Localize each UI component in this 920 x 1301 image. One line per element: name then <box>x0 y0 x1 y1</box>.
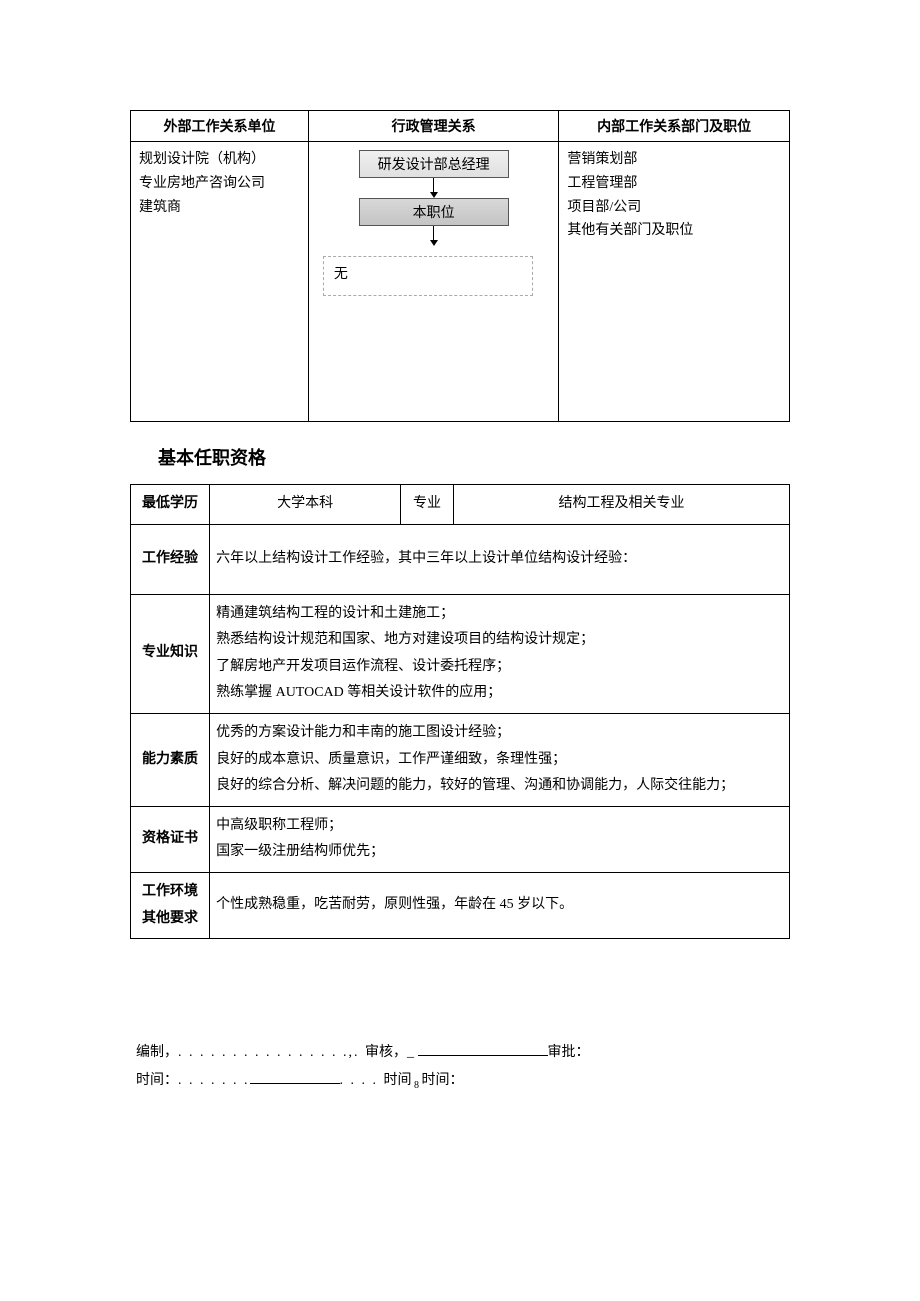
env-label: 工作环境 其他要求 <box>131 872 210 938</box>
flow-diagram: 研发设计部总经理 本职位 无 <box>317 148 550 296</box>
flow-box-manager: 研发设计部总经理 <box>359 150 509 178</box>
cap-value: 优秀的方案设计能力和丰南的施工图设计经验； 良好的成本意识、质量意识，工作严谨细… <box>210 713 790 806</box>
know-1: 精通建筑结构工程的设计和土建施工； <box>216 601 783 628</box>
sign-approve: 审批： <box>548 1045 590 1060</box>
int-line-1: 营销策划部 <box>567 148 781 172</box>
cert-1: 中高级职称工程师； <box>216 813 783 840</box>
sign-line-2: 时间：. . . . . . .. . . . 时间 8 时间： <box>136 1067 790 1096</box>
int-line-4: 其他有关部门及职位 <box>567 219 781 243</box>
flow-box-self: 本职位 <box>359 198 509 226</box>
sign-time-1: 时间： <box>136 1073 178 1088</box>
int-line-3: 项目部/公司 <box>567 196 781 220</box>
cert-value: 中高级职称工程师； 国家一级注册结构师优先； <box>210 806 790 872</box>
sign-time-3: 时间： <box>422 1073 464 1088</box>
degree-value: 大学本科 <box>210 485 401 525</box>
subscript-8: 8 <box>412 1080 422 1091</box>
internal-cell: 营销策划部 工程管理部 项目部/公司 其他有关部门及职位 <box>559 142 790 422</box>
ext-line-3: 建筑商 <box>139 196 300 220</box>
underline-2 <box>250 1083 340 1084</box>
sign-review: 审核，_ <box>365 1045 418 1060</box>
signature-block: 编制，. . . . . . . . . . . . . . . .,. 审核，… <box>130 1039 790 1096</box>
dots-3: . . . . <box>340 1073 384 1088</box>
dots-1: . . . . . . . . . . . . . . . .,. <box>178 1045 365 1060</box>
flow-box-none: 无 <box>323 256 533 296</box>
header-internal: 内部工作关系部门及职位 <box>559 111 790 142</box>
cap-1: 优秀的方案设计能力和丰南的施工图设计经验； <box>216 720 783 747</box>
exp-label: 工作经验 <box>131 524 210 594</box>
admin-cell: 研发设计部总经理 本职位 无 <box>308 142 558 422</box>
env-label-1: 工作环境 <box>137 879 203 906</box>
env-label-2: 其他要求 <box>137 906 203 933</box>
sign-prepare: 编制， <box>136 1045 178 1060</box>
header-admin: 行政管理关系 <box>308 111 558 142</box>
ext-line-1: 规划设计院（机构） <box>139 148 300 172</box>
header-external: 外部工作关系单位 <box>131 111 309 142</box>
cap-label: 能力素质 <box>131 713 210 806</box>
cap-3: 良好的综合分析、解决问题的能力，较好的管理、沟通和协调能力，人际交往能力； <box>216 773 783 800</box>
know-2: 熟悉结构设计规范和国家、地方对建设项目的结构设计规定； <box>216 627 783 654</box>
know-4: 熟练掌握 AUTOCAD 等相关设计软件的应用； <box>216 680 783 707</box>
sign-time-2: 时间 <box>384 1073 412 1088</box>
ext-line-2: 专业房地产咨询公司 <box>139 172 300 196</box>
underline-1 <box>418 1055 548 1056</box>
know-3: 了解房地产开发项目运作流程、设计委托程序； <box>216 654 783 681</box>
exp-value: 六年以上结构设计工作经验，其中三年以上设计单位结构设计经验： <box>210 524 790 594</box>
major-label: 专业 <box>401 485 454 525</box>
section-title: 基本任职资格 <box>158 444 790 470</box>
know-value: 精通建筑结构工程的设计和土建施工； 熟悉结构设计规范和国家、地方对建设项目的结构… <box>210 594 790 713</box>
sign-line-1: 编制，. . . . . . . . . . . . . . . .,. 审核，… <box>136 1039 790 1067</box>
dots-2: . . . . . . . <box>178 1073 250 1088</box>
cap-2: 良好的成本意识、质量意识，工作严谨细致，条理性强； <box>216 747 783 774</box>
flow-arrow-2 <box>430 226 438 246</box>
major-value: 结构工程及相关专业 <box>453 485 789 525</box>
relations-table: 外部工作关系单位 行政管理关系 内部工作关系部门及职位 规划设计院（机构） 专业… <box>130 110 790 422</box>
int-line-2: 工程管理部 <box>567 172 781 196</box>
external-cell: 规划设计院（机构） 专业房地产咨询公司 建筑商 <box>131 142 309 422</box>
flow-arrow-1 <box>430 178 438 198</box>
env-value: 个性成熟稳重，吃苦耐劳，原则性强，年龄在 45 岁以下。 <box>210 872 790 938</box>
cert-label: 资格证书 <box>131 806 210 872</box>
qualifications-table: 最低学历 大学本科 专业 结构工程及相关专业 工作经验 六年以上结构设计工作经验… <box>130 484 790 939</box>
degree-label: 最低学历 <box>131 485 210 525</box>
cert-2: 国家一级注册结构师优先； <box>216 839 783 866</box>
know-label: 专业知识 <box>131 594 210 713</box>
